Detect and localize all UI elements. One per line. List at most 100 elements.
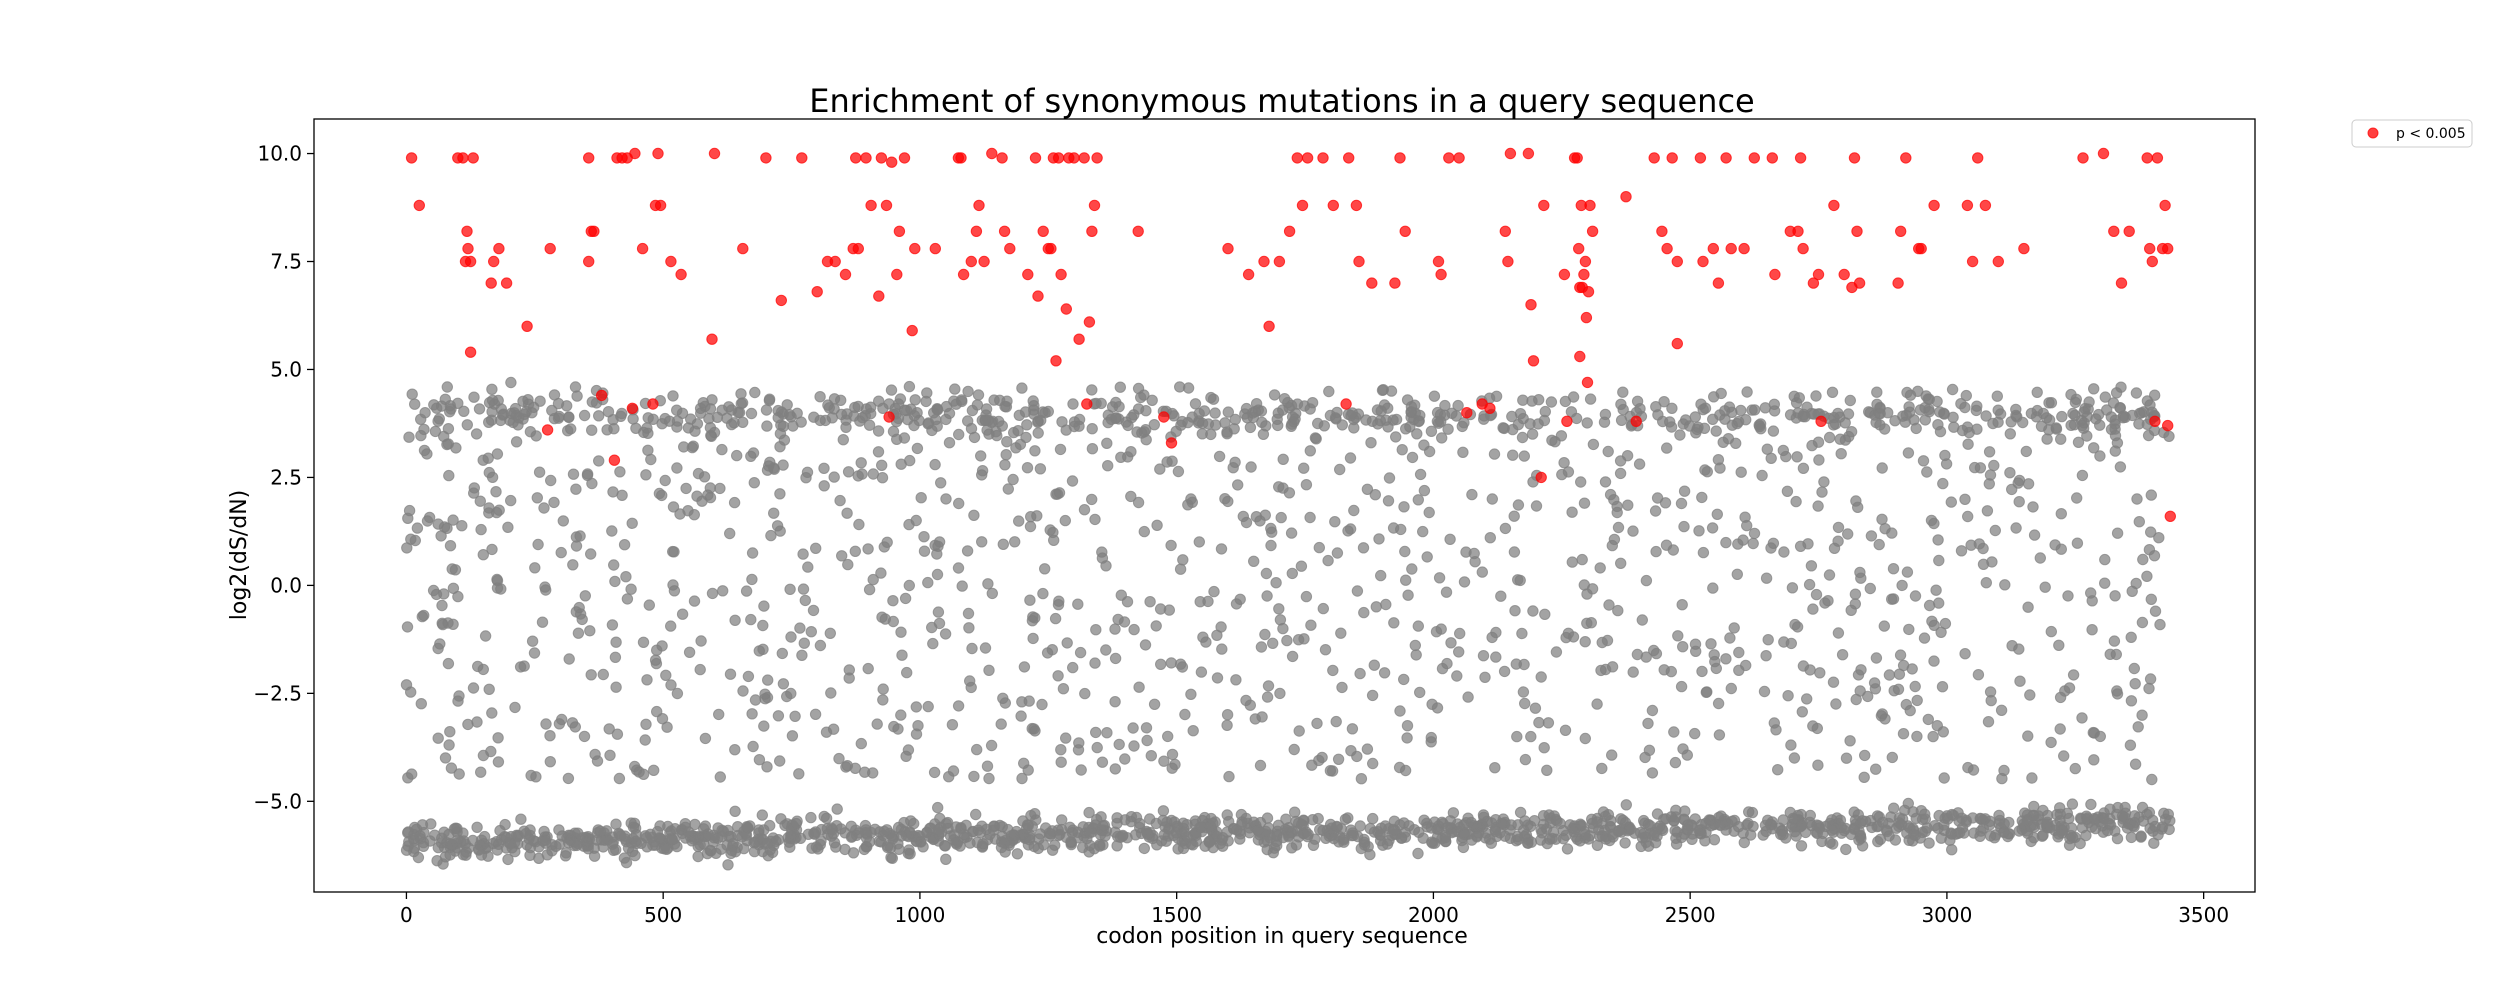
background-point bbox=[618, 852, 631, 864]
background-point bbox=[1561, 843, 1574, 855]
chart-title: Enrichment of synonymous mutations in a … bbox=[809, 82, 1754, 120]
background-point bbox=[1594, 562, 1606, 574]
background-point bbox=[1658, 396, 1670, 408]
background-point bbox=[1919, 808, 1931, 820]
background-point bbox=[1658, 664, 1670, 676]
background-point bbox=[444, 540, 457, 552]
background-point bbox=[1412, 847, 1424, 860]
background-point bbox=[1807, 720, 1819, 732]
background-point bbox=[479, 630, 492, 642]
background-point bbox=[1546, 832, 1558, 845]
background-point bbox=[610, 636, 622, 648]
background-point bbox=[1187, 725, 1199, 737]
background-point bbox=[559, 850, 572, 862]
background-point bbox=[514, 661, 527, 673]
background-point bbox=[1797, 660, 1810, 672]
background-point bbox=[608, 559, 620, 571]
background-point bbox=[717, 585, 729, 597]
background-point bbox=[1177, 554, 1189, 566]
background-point bbox=[1451, 670, 1463, 682]
background-point bbox=[1902, 447, 1915, 459]
background-point bbox=[777, 420, 790, 432]
background-point bbox=[1748, 527, 1761, 540]
background-point bbox=[977, 838, 989, 850]
background-point bbox=[1240, 516, 1253, 529]
background-point bbox=[1826, 386, 1839, 398]
significant-point bbox=[973, 199, 985, 212]
background-point bbox=[1268, 389, 1281, 401]
background-point bbox=[912, 720, 924, 732]
background-point bbox=[660, 669, 672, 681]
background-point bbox=[1922, 713, 1935, 726]
background-point bbox=[2027, 501, 2039, 513]
significant-point bbox=[1661, 242, 1673, 255]
significant-point bbox=[1283, 225, 1296, 238]
background-point bbox=[1845, 604, 1857, 616]
background-point bbox=[1938, 408, 1951, 420]
background-point bbox=[900, 750, 912, 762]
background-point bbox=[593, 410, 605, 422]
background-point bbox=[895, 709, 907, 721]
background-point bbox=[1871, 398, 1883, 410]
background-point bbox=[1507, 423, 1519, 436]
significant-point bbox=[583, 255, 595, 268]
background-point bbox=[1541, 764, 1553, 776]
background-point bbox=[1366, 689, 1379, 702]
background-point bbox=[674, 508, 686, 520]
background-point bbox=[2051, 809, 2063, 821]
background-point bbox=[1387, 823, 1399, 836]
background-point bbox=[1858, 771, 1870, 783]
background-point bbox=[1675, 680, 1688, 693]
background-point bbox=[544, 730, 556, 742]
background-point bbox=[965, 422, 978, 435]
background-point bbox=[628, 817, 641, 829]
background-point bbox=[1423, 445, 1436, 458]
background-point bbox=[1354, 820, 1366, 832]
background-point bbox=[556, 713, 568, 726]
background-point bbox=[1488, 448, 1501, 460]
background-point bbox=[614, 466, 626, 478]
background-point bbox=[1304, 445, 1317, 457]
background-point bbox=[1720, 536, 1732, 549]
background-point bbox=[1442, 423, 1454, 435]
background-point bbox=[611, 728, 624, 740]
background-point bbox=[667, 501, 680, 513]
background-point bbox=[1335, 823, 1348, 835]
background-point bbox=[447, 514, 459, 526]
background-point bbox=[1256, 711, 1268, 723]
background-point bbox=[1946, 844, 1958, 856]
background-point bbox=[1322, 554, 1334, 567]
background-point bbox=[1061, 637, 1073, 649]
background-point bbox=[1213, 450, 1226, 463]
significant-point bbox=[850, 152, 862, 164]
background-point bbox=[1114, 381, 1127, 393]
significant-point bbox=[457, 152, 469, 164]
background-point bbox=[2129, 758, 2142, 770]
background-point bbox=[703, 412, 715, 425]
background-point bbox=[1672, 630, 1684, 642]
significant-point bbox=[1052, 152, 1065, 164]
y-tick-label: −5.0 bbox=[253, 789, 302, 813]
background-point bbox=[1049, 612, 1062, 625]
background-point bbox=[828, 471, 840, 483]
background-point bbox=[637, 636, 650, 648]
background-point bbox=[1111, 840, 1123, 852]
background-point bbox=[1596, 762, 1608, 775]
background-point bbox=[999, 837, 1011, 849]
background-point bbox=[1788, 813, 1801, 825]
background-point bbox=[949, 383, 961, 395]
background-point bbox=[808, 411, 820, 423]
background-point bbox=[1737, 534, 1749, 546]
background-point bbox=[840, 421, 852, 433]
significant-point bbox=[1748, 152, 1761, 164]
significant-point bbox=[1915, 242, 1927, 255]
background-point bbox=[1054, 443, 1067, 456]
background-point bbox=[741, 821, 753, 833]
background-point bbox=[1245, 461, 1257, 473]
significant-point bbox=[1484, 402, 1496, 414]
background-point bbox=[1803, 578, 1816, 591]
background-point bbox=[1799, 411, 1811, 423]
background-point bbox=[1412, 620, 1425, 632]
background-point bbox=[1555, 430, 1568, 442]
background-point bbox=[1675, 497, 1688, 510]
